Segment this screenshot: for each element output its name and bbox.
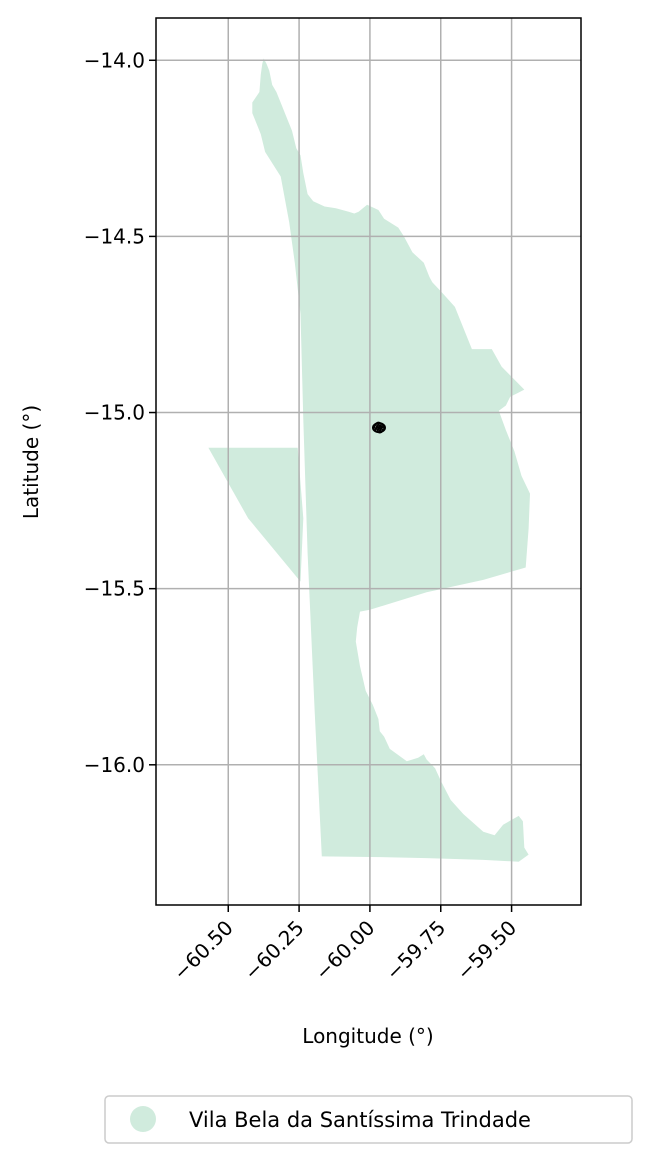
legend-entry-label: Vila Bela da Santíssima Trindade bbox=[189, 1108, 531, 1132]
axes-frame bbox=[155, 17, 582, 906]
x-tick-label: −60.00 bbox=[310, 916, 379, 985]
point-cluster bbox=[371, 421, 386, 434]
x-tick-label: −59.50 bbox=[452, 916, 521, 985]
cluster-outline bbox=[371, 422, 386, 434]
y-axis-title: Latitude (°) bbox=[19, 405, 43, 519]
legend-box bbox=[104, 1095, 633, 1144]
region-layer bbox=[208, 58, 531, 862]
x-tick-label: −60.50 bbox=[168, 916, 237, 985]
legend: Vila Bela da Santíssima Trindade bbox=[104, 1095, 633, 1144]
y-axis: −14.0 −14.5 −15.0 −15.5 −16.0 bbox=[84, 48, 156, 777]
x-axis: −60.50 −60.25 −60.00 −59.75 −59.50 bbox=[168, 905, 521, 985]
x-axis-title: Longitude (°) bbox=[302, 1024, 433, 1048]
y-tick-label: −15.5 bbox=[84, 577, 145, 601]
gridlines bbox=[156, 18, 581, 905]
legend-marker-icon bbox=[130, 1106, 156, 1132]
plot-area bbox=[155, 17, 582, 906]
data-point bbox=[375, 424, 383, 431]
region-polygon-west bbox=[208, 447, 304, 582]
y-tick-label: −14.0 bbox=[84, 48, 145, 72]
y-tick-label: −16.0 bbox=[84, 753, 145, 777]
x-tick-label: −60.25 bbox=[239, 916, 308, 985]
x-tick-label: −59.75 bbox=[381, 916, 450, 985]
region-polygon bbox=[252, 58, 531, 862]
y-tick-label: −14.5 bbox=[84, 224, 145, 248]
y-tick-label: −15.0 bbox=[84, 401, 145, 425]
